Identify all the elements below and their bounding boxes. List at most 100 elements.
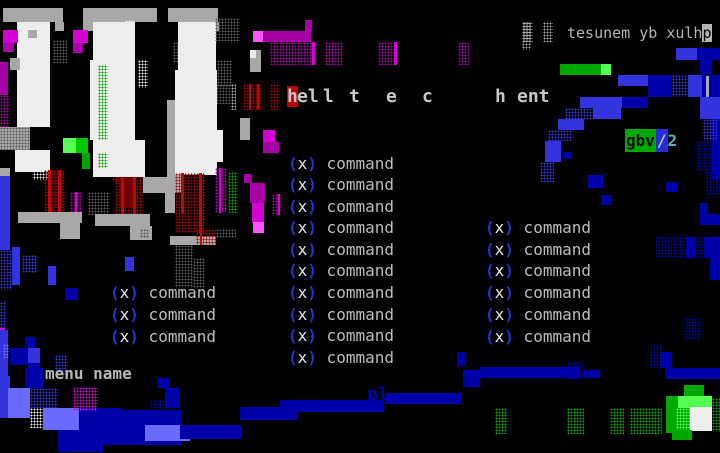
art-block [580,97,622,108]
art-block [244,174,252,183]
art-block [65,288,78,300]
art-block [253,222,264,233]
command-hotkey: x [297,261,308,280]
credits-main: tesunem yb xulh [567,24,703,42]
paren-close: ) [307,305,317,324]
art-block [676,408,690,433]
command-label: command [316,240,394,259]
command-hotkey: x [494,218,505,237]
art-block [0,376,10,418]
paren-open: ( [288,175,298,194]
menu-command[interactable]: (x) command [288,154,394,174]
menu-command[interactable]: (x) command [288,218,394,238]
menu-command[interactable]: (x) command [485,261,591,281]
art-block [42,28,50,62]
menu-command[interactable]: (x) command [485,283,591,303]
paren-close: ) [504,327,514,346]
art-block [601,195,612,205]
command-label: command [316,261,394,280]
menu-command[interactable]: (x) command [485,218,591,238]
art-block [686,237,695,258]
art-block [660,352,672,368]
art-block [83,8,157,22]
menu-command[interactable]: (x) command [485,305,591,325]
art-block [243,84,262,110]
art-block [133,170,136,214]
paren-close: ) [307,261,317,280]
menu-command[interactable]: (x) command [288,348,394,368]
menu-command[interactable]: (x) command [288,197,394,217]
art-block [523,22,533,42]
art-block [231,84,236,110]
art-block [58,170,61,214]
art-block [706,214,720,225]
command-label: command [316,305,394,324]
art-block [270,84,279,110]
art-block [140,229,149,238]
paren-open: ( [288,348,298,367]
art-block [252,203,264,223]
credits-text: tesunem yb xulhp [567,24,712,43]
command-hotkey: x [297,326,308,345]
art-block [121,170,124,214]
title-letter: el [297,86,319,107]
art-block [98,65,108,153]
art-block [712,398,720,432]
menu-command[interactable]: (x) command [110,283,216,303]
menu-command[interactable]: (x) command [485,240,591,260]
art-block [170,236,216,245]
menu-command[interactable]: (x) command [288,283,394,303]
title-letter: ent [517,86,550,107]
art-block [703,119,717,141]
paren-open: ( [288,154,298,173]
art-block [270,42,316,65]
menu-command[interactable]: (x) command [485,327,591,347]
art-block [700,60,712,74]
art-block [618,75,648,86]
menu-command[interactable]: (x) command [110,327,216,347]
art-block [712,119,720,179]
art-block [495,408,507,434]
title-letter: c [422,86,433,107]
menu-command[interactable]: (x) command [110,305,216,325]
group-badge: gbv/2 [625,129,677,152]
menu-command[interactable]: (x) command [288,326,394,346]
paren-close: ) [504,218,514,237]
command-hotkey: x [297,283,308,302]
command-hotkey: x [494,240,505,259]
menu-command[interactable]: (x) command [288,261,394,281]
art-block [700,97,720,119]
title-letter: t [349,86,360,107]
command-hotkey: x [297,197,308,216]
paren-close: ) [307,326,317,345]
menu-command[interactable]: (x) command [288,175,394,195]
art-block [253,31,263,42]
paren-close: ) [504,240,514,259]
menu-command[interactable]: (x) command [288,240,394,260]
art-block [630,408,662,434]
cursor-block: p [702,24,712,42]
command-hotkey: x [119,327,130,346]
paren-open: ( [110,327,120,346]
title-letter: h [287,86,298,107]
art-block [272,194,282,215]
command-label: command [316,175,394,194]
art-block [706,76,709,104]
art-block [90,60,135,140]
art-block [710,258,720,280]
command-hotkey: x [119,305,130,324]
art-block [216,229,236,238]
command-hotkey: x [494,327,505,346]
paren-open: ( [485,261,495,280]
art-block [200,63,209,95]
menu-command[interactable]: (x) command [288,305,394,325]
art-block [63,138,76,153]
command-hotkey: x [297,240,308,259]
art-block [18,212,82,223]
command-label: command [316,348,394,367]
art-block [278,194,280,215]
paren-open: ( [485,240,495,259]
paren-close: ) [504,261,514,280]
art-block [250,50,261,72]
